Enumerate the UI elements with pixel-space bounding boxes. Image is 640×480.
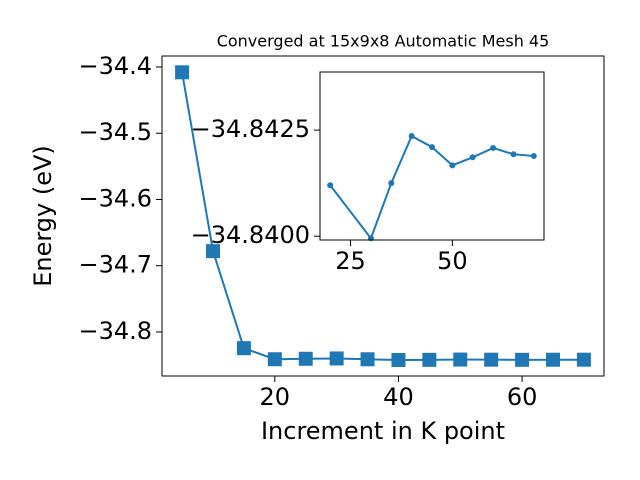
y-tick-label: −34.8400 — [191, 221, 310, 249]
marker — [236, 341, 251, 356]
y-tick-label: −34.5 — [78, 118, 152, 146]
marker — [530, 153, 537, 159]
marker — [206, 244, 220, 259]
y-tick-label: −34.8 — [78, 317, 152, 345]
marker — [546, 352, 560, 367]
marker — [298, 351, 313, 366]
marker — [515, 352, 530, 367]
y-axis-label: Energy (eV) — [29, 145, 57, 287]
marker — [267, 352, 282, 367]
x-tick-label: 60 — [507, 383, 538, 411]
y-tick-label: −34.4 — [78, 52, 152, 80]
marker — [484, 352, 499, 367]
plot-area — [320, 72, 544, 240]
x-tick-label: 40 — [383, 383, 414, 411]
axes-frame — [319, 71, 545, 241]
marker — [429, 144, 435, 151]
x-tick-label: 20 — [260, 383, 291, 411]
marker — [449, 162, 456, 169]
marker — [327, 182, 334, 189]
marker — [469, 154, 476, 161]
y-tick-label: −34.8425 — [191, 115, 310, 143]
marker — [408, 133, 415, 140]
chart-title: Converged at 15x9x8 Automatic Mesh 45 — [217, 32, 550, 51]
y-tick-label: −34.7 — [78, 251, 152, 279]
marker — [510, 151, 517, 158]
marker — [391, 353, 406, 368]
y-tick-label: −34.6 — [78, 184, 152, 212]
marker — [360, 352, 375, 367]
marker — [422, 352, 437, 367]
marker — [175, 65, 190, 80]
x-axis-label: Increment in K point — [261, 417, 505, 445]
marker — [453, 352, 468, 367]
marker — [388, 180, 395, 187]
axes-frame — [161, 55, 605, 377]
marker — [490, 144, 497, 151]
marker — [576, 352, 591, 367]
data-line — [329, 134, 534, 241]
x-tick-label: 50 — [437, 247, 468, 275]
marker — [329, 351, 344, 366]
x-tick-label: 25 — [335, 247, 366, 275]
